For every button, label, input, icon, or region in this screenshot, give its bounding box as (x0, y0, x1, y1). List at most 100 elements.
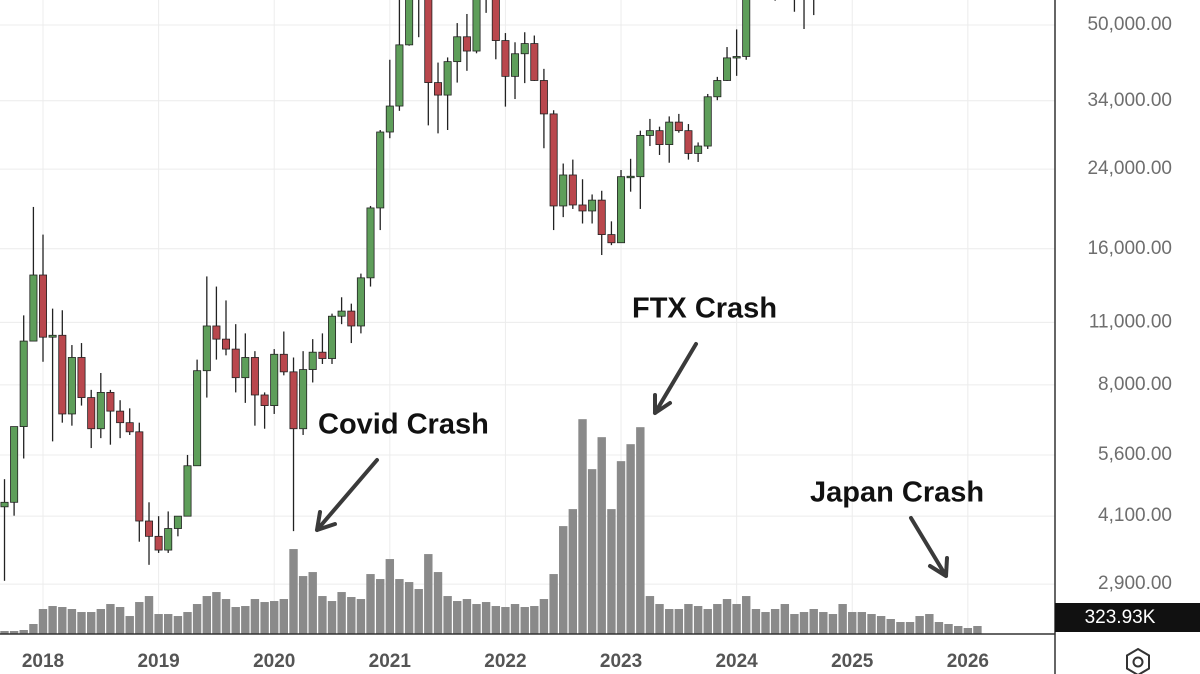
candle-body (588, 199, 597, 212)
candle-body (29, 274, 38, 342)
candle-body (597, 199, 606, 235)
y-tick-label: 2,900.00 (1098, 573, 1172, 594)
volume-bar (819, 612, 828, 634)
annotation: Covid Crash (318, 409, 489, 441)
volume-bar (202, 596, 212, 634)
candle-body (617, 176, 626, 244)
x-tick-label: 2025 (831, 651, 874, 672)
volume-bar (925, 614, 934, 634)
volume-bar (19, 630, 28, 634)
candle-body (125, 422, 134, 433)
volume-bar (626, 444, 635, 634)
volume-bar (443, 596, 452, 634)
candle-body (145, 520, 154, 537)
volume-bar (549, 574, 558, 634)
volume-bar (713, 604, 722, 634)
candle-body (164, 528, 173, 551)
volume-bar (867, 614, 876, 634)
volume-bar (761, 612, 770, 634)
volume-bar (385, 559, 395, 634)
volume-bar (501, 607, 510, 634)
candle-body (732, 56, 741, 59)
volume-bar (934, 622, 944, 634)
x-tick-label: 2018 (22, 651, 64, 672)
candle-body (231, 348, 240, 379)
volume-bar (366, 574, 375, 634)
candle-body (723, 57, 732, 81)
volume-bar (587, 469, 597, 634)
x-tick-label: 2023 (600, 651, 642, 672)
volume-bar (568, 509, 578, 634)
volume-bar (645, 596, 655, 634)
candle-body (559, 174, 568, 207)
x-tick-label: 2024 (715, 651, 758, 672)
volume-bar (491, 606, 501, 634)
volume-bar (944, 624, 953, 634)
volume-bar (703, 609, 712, 634)
candle-body (250, 357, 259, 396)
candle-body (674, 121, 683, 132)
volume-bar (135, 602, 144, 634)
volume-bar (559, 526, 568, 634)
volume-bar (0, 630, 9, 634)
volume-layer (0, 419, 982, 634)
candle-body (337, 310, 346, 317)
candle-body (578, 204, 587, 212)
volume-bar (732, 604, 741, 634)
volume-bar (462, 599, 472, 634)
y-tick-label: 8,000.00 (1098, 374, 1172, 395)
candle-body (67, 357, 76, 415)
arrows (315, 342, 949, 578)
volume-bar (770, 609, 780, 634)
candle-body (116, 410, 125, 424)
candle-body (193, 370, 202, 467)
y-tick-label: 24,000.00 (1087, 158, 1172, 179)
candle-body (96, 392, 105, 430)
y-tick-label: 16,000.00 (1087, 238, 1172, 259)
candle-body (472, 0, 481, 52)
volume-bar (655, 604, 664, 634)
candle-body (385, 105, 394, 133)
candle-body (135, 431, 144, 522)
volume-bar (183, 612, 192, 634)
volume-bar (578, 419, 587, 634)
volume-bar (58, 607, 67, 634)
volume-bar (327, 601, 337, 634)
volume-bar (298, 576, 308, 634)
x-tick-label: 2019 (137, 651, 179, 672)
annotation: Japan Crash (810, 477, 984, 509)
volume-bar (848, 612, 857, 634)
volume-bar (144, 596, 154, 634)
arrow (315, 458, 379, 532)
candle-body (106, 392, 115, 412)
volume-bar (106, 604, 115, 634)
candle-body (501, 40, 510, 77)
volume-bar (221, 599, 231, 634)
volume-bar (241, 606, 250, 634)
candle-body (443, 61, 452, 96)
candle-body (318, 351, 327, 359)
candle-body (713, 80, 722, 98)
volume-bar (876, 616, 886, 634)
volume-bar (828, 614, 838, 634)
arrow (653, 342, 698, 415)
volume-bar (38, 609, 48, 634)
y-tick-label: 50,000.00 (1087, 14, 1172, 35)
candle-body (270, 353, 279, 406)
candle-body (10, 426, 19, 503)
candle-body (462, 36, 471, 52)
candle-body (491, 0, 500, 41)
volume-bar (954, 626, 963, 634)
current-volume-badge (1055, 603, 1200, 632)
volume-bar (684, 604, 693, 634)
candle-body (39, 274, 48, 338)
candle-body (405, 0, 414, 46)
settings-icon[interactable] (1126, 647, 1150, 674)
candle-body (0, 501, 9, 508)
volume-bar (279, 599, 289, 634)
candle-body (395, 44, 404, 107)
candle-body (694, 145, 703, 154)
volume-bar (790, 614, 799, 634)
candle-body (308, 351, 317, 370)
